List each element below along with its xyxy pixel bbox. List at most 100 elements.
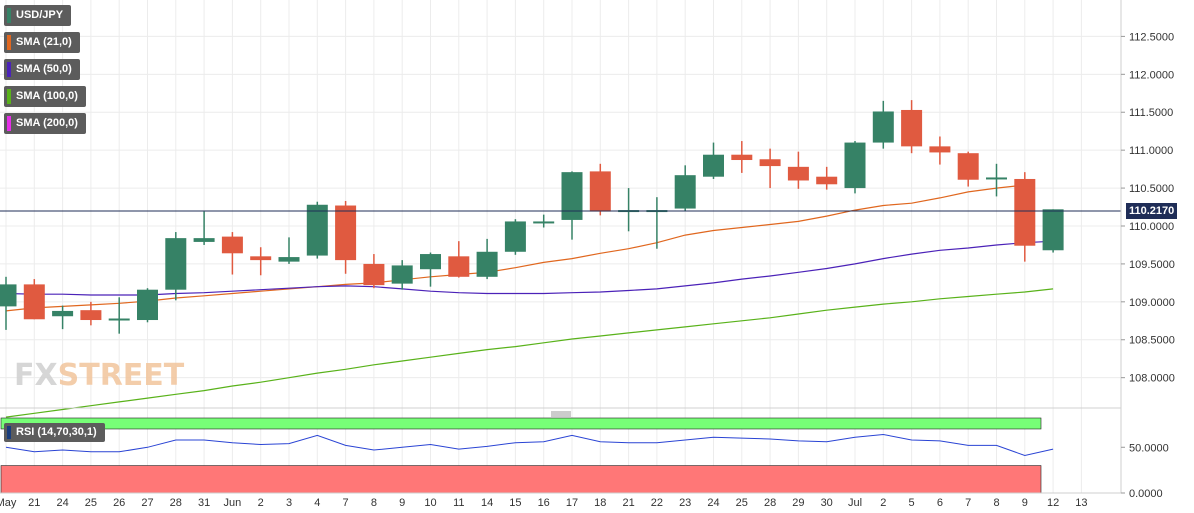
x-tick-label: Jul [848,497,862,509]
legend-sma50-tag[interactable]: SMA (50,0) [4,59,80,80]
x-tick-label: 25 [736,497,748,509]
x-tick-label: 21 [622,497,634,509]
candle-body [23,284,45,320]
series-swatch-icon [7,8,11,23]
candle [957,151,979,187]
x-tick-label: 21 [28,497,40,509]
rsi-tick-label: 50.0000 [1129,442,1169,454]
candle-body [448,256,470,277]
candle-body [703,154,724,177]
x-tick-label: Jun [224,497,242,509]
x-tick-label: 15 [509,497,521,509]
candle-body [561,172,583,220]
candle-body [335,205,357,261]
candle-body [165,238,187,290]
y-tick-label: 108.0000 [1129,373,1175,385]
candle-body [0,284,17,307]
candle [193,211,215,245]
candle-body [476,251,498,277]
x-tick-label: 22 [651,497,663,509]
candles [0,100,1064,334]
candle [1042,209,1064,253]
candle [929,136,951,165]
x-tick-label: 27 [141,497,153,509]
x-tick-label: 17 [566,497,578,509]
candle-body [1042,209,1064,251]
candle-body [1014,178,1036,246]
candle [448,241,470,278]
candle [589,163,611,216]
sma50-label: SMA (50,0) [16,63,72,75]
x-tick-label: 10 [424,497,436,509]
y-tick-label: 110.0000 [1129,221,1174,233]
candle-body [221,236,243,254]
x-tick-label: 3 [286,497,292,509]
legend-sma21-tag[interactable]: SMA (21,0) [4,32,80,53]
rsi-overbought-zone [0,417,1042,430]
rsi-swatch-icon [7,426,11,439]
fxstreet-logo: FXSTREET [14,358,185,393]
y-tick-label: 110.5000 [1129,183,1174,195]
candle [0,276,17,330]
legend-symbol-tag[interactable]: USD/JPY [4,5,72,26]
rsi-oversold-zone [0,465,1042,494]
candle [731,141,753,173]
candle [250,247,272,276]
x-tick-label: 7 [965,497,971,509]
x-tick-label: 28 [764,497,776,509]
x-tick-label: 14 [481,497,493,509]
candle-body [731,154,753,161]
candle [533,214,555,228]
x-tick-label: 12 [1047,497,1059,509]
candle [391,260,413,290]
symbol-label: USD/JPY [16,9,64,21]
candle [278,237,300,264]
x-tick-label: 9 [1022,497,1028,509]
x-tick-label: 30 [821,497,833,509]
candle-body [52,310,74,317]
candle [476,238,498,280]
date-axis: May 21 24 25 26 27 28 31 Jun 2 3 4 7 8 9 10 11 14 15 16 17 18… [0,492,1121,509]
last-price-label: 110.2170 [1126,203,1178,219]
candle-body [957,153,979,180]
candle-body [420,254,441,270]
candle [504,219,526,255]
candle [618,188,640,232]
x-tick-label: 25 [85,497,97,509]
candle [23,279,45,320]
candle-body [504,221,526,252]
candle-body [872,111,894,143]
sma-line [5,288,1054,418]
x-tick-label: 16 [538,497,550,509]
y-tick-label: 108.5000 [1129,335,1175,347]
x-tick-label: 8 [993,497,999,509]
candle-body [108,318,130,321]
x-tick-label: 9 [399,497,405,509]
candle-body [787,166,809,181]
candle-body [278,257,300,262]
y-tick-label: 109.5000 [1129,259,1175,271]
candle [674,165,696,211]
x-tick-label: 18 [594,497,606,509]
sma-line [5,240,1054,296]
y-tick-label: 112.0000 [1129,69,1174,81]
legend-sma200-tag[interactable]: SMA (200,0) [4,113,86,134]
sma50-swatch-icon [7,62,11,77]
x-tick-label: 31 [198,497,210,509]
candle [872,100,894,149]
pane-resize-handle[interactable] [551,411,571,417]
sma200-label: SMA (200,0) [16,117,78,129]
candle [165,232,187,301]
candle-body [193,238,215,242]
legend-rsi-tag[interactable]: RSI (14,70,30,1) [4,423,105,442]
candle [816,166,838,190]
rsi-tick-label: 0.0000 [1129,488,1163,500]
y-tick-label: 111.5000 [1129,107,1173,119]
sma100-swatch-icon [7,89,11,104]
candle [986,163,1007,197]
candle [420,252,441,287]
legend-sma100-tag[interactable]: SMA (100,0) [4,86,86,107]
x-tick-label: 26 [113,497,125,509]
rsi-pane: 50.0000 0.0000 [0,417,1169,500]
